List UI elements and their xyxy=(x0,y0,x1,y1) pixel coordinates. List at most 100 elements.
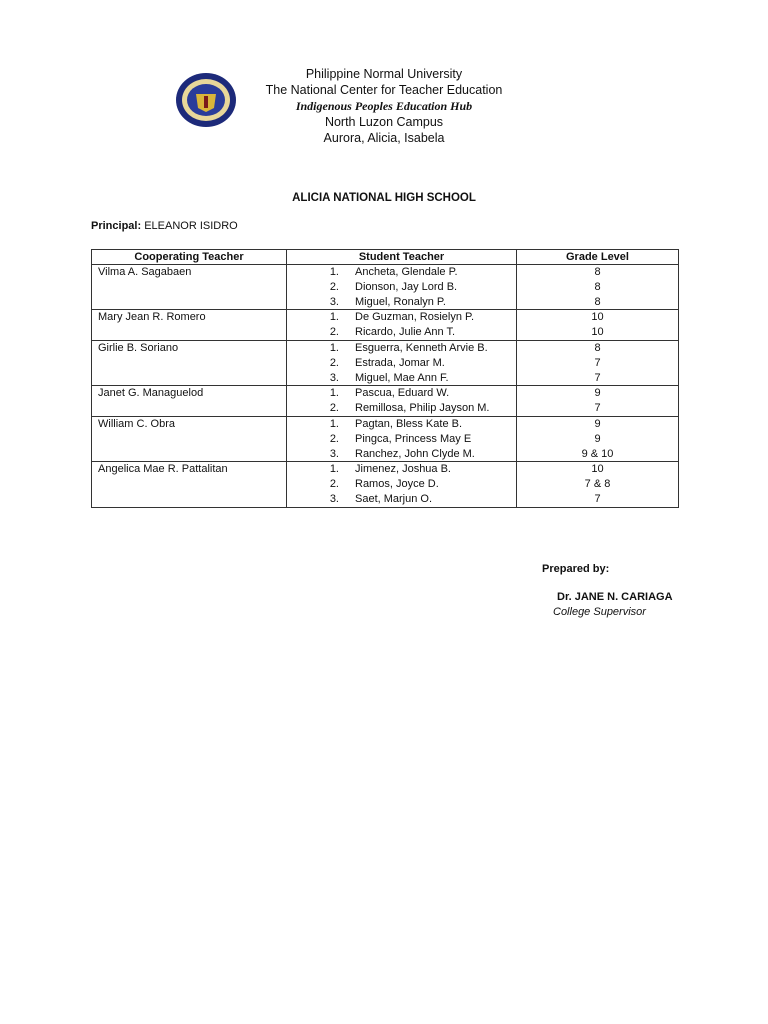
letterhead: Philippine Normal University The Nationa… xyxy=(234,66,534,146)
student-number: 1. xyxy=(329,417,339,430)
student-name: Pagtan, Bless Kate B. xyxy=(355,417,463,430)
student-number: 3. xyxy=(329,447,339,460)
header-student-teacher: Student Teacher xyxy=(286,249,517,265)
student-number: 3. xyxy=(329,492,339,505)
header-grade-level: Grade Level xyxy=(516,249,679,265)
student-number: 1. xyxy=(329,341,339,354)
student-item: 2. Remillosa, Philip Jayson M. xyxy=(293,401,510,416)
cooperating-teacher-cell: Vilma A. Sagabaen xyxy=(91,263,287,311)
cooperating-teacher-cell: Angelica Mae R. Pattalitan xyxy=(91,461,287,508)
supervisor-role: College Supervisor xyxy=(553,606,646,618)
student-item: 1. Ancheta, Glendale P. xyxy=(293,265,510,280)
student-item: 3. Miguel, Mae Ann F. xyxy=(293,371,510,386)
student-number: 1. xyxy=(329,463,339,476)
student-name: Ancheta, Glendale P. xyxy=(355,266,458,278)
student-name: Miguel, Ronalyn P. xyxy=(355,295,446,308)
grade-value: 9 xyxy=(594,417,601,430)
campus-name: North Luzon Campus xyxy=(324,115,444,129)
cooperating-teacher-cell: William C. Obra xyxy=(91,415,287,463)
table-row: Janet G. Managuelod 1. Pascua, Eduard W. 2.… xyxy=(91,385,679,417)
table-row: Angelica Mae R. Pattalitan 1. Jimenez, Jos… xyxy=(91,461,679,508)
grade-value: 7 xyxy=(594,492,601,505)
grade-level-cell: 8 8 8 xyxy=(516,263,679,311)
student-name: Ricardo, Julie Ann T. xyxy=(355,326,456,339)
table-row: Girlie B. Soriano 1. Esguerra, Kenneth Arv… xyxy=(91,339,679,387)
student-number: 2. xyxy=(329,402,339,415)
student-teacher-cell: 1. Pagtan, Bless Kate B. 2. Pingca, Princes… xyxy=(286,415,517,463)
student-item: 2. Ricardo, Julie Ann T. xyxy=(293,325,510,340)
university-name: Philippine Normal University xyxy=(305,67,463,81)
header-cooperating-teacher: Cooperating Teacher xyxy=(91,249,287,265)
student-name: Ramos, Joyce D. xyxy=(355,478,439,491)
student-item: 1. Jimenez, Joshua B. xyxy=(293,462,510,477)
grade-value: 7 xyxy=(594,402,601,415)
student-item: 1. Pagtan, Bless Kate B. xyxy=(293,417,510,432)
student-item: 1. Pascua, Eduard W. xyxy=(293,386,510,401)
grade-value: 9 xyxy=(594,432,601,445)
student-name: Pingca, Princess May E xyxy=(355,432,472,445)
assignment-table: Cooperating Teacher Student Teacher Grad… xyxy=(91,249,679,508)
student-name: Jimenez, Joshua B. xyxy=(355,463,451,476)
grade-value: 7 xyxy=(594,356,601,369)
student-number: 2. xyxy=(329,280,339,293)
grade-value: 8 xyxy=(594,341,601,354)
student-item: 2. Estrada, Jomar M. xyxy=(293,356,510,371)
school-title: ALICIA NATIONAL HIGH SCHOOL xyxy=(292,192,476,204)
student-teacher-cell: 1. De Guzman, Rosielyn P. 2. Ricardo, Julie… xyxy=(286,309,517,341)
student-item: 3. Saet, Marjun O. xyxy=(293,492,510,507)
student-name: De Guzman, Rosielyn P. xyxy=(355,311,475,324)
cooperating-teacher-cell: Mary Jean R. Romero xyxy=(91,309,287,341)
student-name: Pascua, Eduard W. xyxy=(355,387,450,400)
student-number: 1. xyxy=(329,311,339,324)
grade-value: 9 xyxy=(594,387,601,400)
student-number: 2. xyxy=(329,478,339,491)
grade-level-cell: 9 9 9 & 10 xyxy=(516,415,679,463)
student-item: 2. Dionson, Jay Lord B. xyxy=(293,280,510,295)
supervisor-name: Dr. JANE N. CARIAGA xyxy=(557,591,673,603)
cooperating-teacher-cell: Janet G. Managuelod xyxy=(91,385,287,417)
table-row: Mary Jean R. Romero 1. De Guzman, Rosielyn… xyxy=(91,309,679,341)
student-teacher-cell: 1. Ancheta, Glendale P. 2. Dionson, Jay Lor… xyxy=(286,263,517,311)
grade-level-cell: 10 10 xyxy=(516,309,679,341)
grade-value: 8 xyxy=(594,295,601,308)
grade-value: 8 xyxy=(594,280,601,293)
student-number: 1. xyxy=(329,387,339,400)
student-number: 2. xyxy=(329,326,339,339)
student-item: 2. Pingca, Princess May E xyxy=(293,432,510,447)
table-header-row: Cooperating Teacher Student Teacher Grad… xyxy=(91,249,679,265)
grade-value: 8 xyxy=(594,266,601,278)
grade-level-cell: 8 7 7 xyxy=(516,339,679,387)
student-teacher-cell: 1. Esguerra, Kenneth Arvie B. 2. Estrada, J… xyxy=(286,339,517,387)
student-name: Esguerra, Kenneth Arvie B. xyxy=(355,341,488,354)
university-tagline: The National Center for Teacher Educatio… xyxy=(265,83,503,97)
student-name: Remillosa, Philip Jayson M. xyxy=(355,402,490,415)
student-name: Ranchez, John Clyde M. xyxy=(355,447,475,460)
student-number: 2. xyxy=(329,432,339,445)
student-name: Dionson, Jay Lord B. xyxy=(355,280,458,293)
student-number: 1. xyxy=(329,266,339,278)
campus-address: Aurora, Alicia, Isabela xyxy=(323,131,445,145)
grade-value: 7 xyxy=(594,371,601,384)
table-row: Vilma A. Sagabaen 1. Ancheta, Glendale P. 2… xyxy=(91,263,679,311)
student-number: 2. xyxy=(329,356,339,369)
hub-name: Indigenous Peoples Education Hub xyxy=(295,99,473,113)
student-teacher-cell: 1. Jimenez, Joshua B. 2. Ramos, Joyce D. 3. S… xyxy=(286,461,517,508)
university-seal-logo xyxy=(176,73,236,127)
cooperating-teacher-cell: Girlie B. Soriano xyxy=(91,339,287,387)
student-number: 3. xyxy=(329,371,339,384)
student-name: Saet, Marjun O. xyxy=(355,492,433,505)
grade-value: 7 & 8 xyxy=(584,478,611,491)
grade-value: 10 xyxy=(591,463,604,476)
grade-value: 10 xyxy=(591,311,604,324)
student-number: 3. xyxy=(329,295,339,308)
prepared-by-label: Prepared by: xyxy=(542,563,610,575)
student-item: 2. Ramos, Joyce D. xyxy=(293,477,510,492)
student-teacher-cell: 1. Pascua, Eduard W. 2. Remillosa, Philip J… xyxy=(286,385,517,417)
table-row: William C. Obra 1. Pagtan, Bless Kate B. 2.… xyxy=(91,415,679,463)
student-item: 1. Esguerra, Kenneth Arvie B. xyxy=(293,341,510,356)
student-item: 3. Ranchez, John Clyde M. xyxy=(293,447,510,462)
student-name: Miguel, Mae Ann F. xyxy=(355,371,449,384)
principal-label: Principal: xyxy=(91,220,142,232)
